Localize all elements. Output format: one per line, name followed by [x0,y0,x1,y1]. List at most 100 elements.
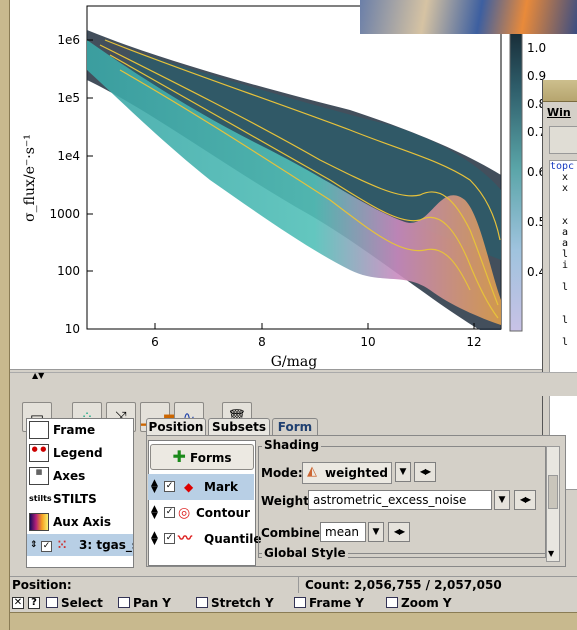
layer-item-tgas[interactable]: ⇕ ✓ ⁙ 3: tgas_s [27,534,133,556]
text-line: l [550,282,569,293]
colorbar [509,5,523,332]
drag-handle-icon[interactable]: ▲ ▼ [151,478,158,495]
chevron-down-icon[interactable]: ▼ [368,522,384,542]
layer-item-stilts[interactable]: stilts STILTS [27,488,133,510]
mode-select-value: weighted [325,466,388,480]
form-visible-checkbox[interactable]: ✓ [164,507,175,518]
drag-handle-icon[interactable]: ⇕ [30,540,38,550]
text-line: topc [550,161,575,172]
desktop-background-image [360,0,577,34]
y-axis-ticks [87,39,93,330]
form-visible-checkbox[interactable]: ✓ [164,533,175,544]
y-tick-label: 1e5 [57,91,80,105]
shading-group [258,446,546,558]
forms-button[interactable]: ✚ Forms [150,444,254,470]
close-icon[interactable]: ✕ [12,597,24,609]
layer-item-axes[interactable]: ▦ Axes [27,465,133,487]
mouse-icon [118,597,130,608]
layer-item-legend[interactable]: ● ● Legend [27,442,133,464]
contour-icon: ◎ [178,505,191,521]
hint-label: Pan Y [133,596,171,610]
layer-visible-checkbox[interactable]: ✓ [41,541,52,552]
combine-prev-next[interactable]: ◀▶ [388,522,410,542]
form-item-mark[interactable]: ▲ ▼ ✓ ◆ Mark [148,474,254,500]
secondary-window-titlebar[interactable] [543,80,577,102]
drag-handle-icon[interactable]: ▲ ▼ [151,504,158,521]
tab-subsets[interactable]: Subsets [208,418,270,436]
split-pane-divider[interactable]: ▲▼ [10,371,577,396]
form-item-label: Mark [204,480,238,494]
y-tick-label: 1e6 [57,33,80,47]
global-style-title: Global Style [262,546,348,560]
mode-prev-next[interactable]: ◀▶ [414,462,436,482]
aux-axis-icon [29,513,49,531]
layer-list[interactable]: Frame ● ● Legend ▦ Axes stilts STILTS Au… [26,418,134,568]
y-tick-label: 1e4 [57,149,80,163]
layer-label: Axes [53,469,86,483]
text-lines: topc x x x a a l i l l l [550,161,577,348]
hint-label: Select [61,596,103,610]
text-line: i [550,260,569,271]
scrollbar-thumb[interactable] [548,475,558,509]
form-item-label: Contour [196,506,251,520]
colorbar-tick-label: 0.4 [527,265,546,279]
forms-button-label: Forms [190,451,232,465]
form-item-quantile[interactable]: ▲ ▼ ✓ 〰 Quantile [148,526,262,552]
chevron-down-icon[interactable]: ▼ [494,490,510,510]
drag-handle-icon[interactable]: ▲ ▼ [151,530,158,547]
text-line [550,293,577,304]
secondary-window-menu[interactable]: Win [547,106,571,119]
hint-label: Stretch Y [211,596,274,610]
mouse-icon [196,597,208,608]
colorbar-tick-labels: 1.0 0.9 0.8 0.7 0.6 0.5 0.4 [527,41,546,279]
density-plot[interactable]: 6 8 10 12 G/mag 1e6 1e5 1e4 1000 100 10 … [10,0,577,370]
x-tick-labels: 6 8 10 12 [151,335,481,349]
plot-panel[interactable]: 6 8 10 12 G/mag 1e6 1e5 1e4 1000 100 10 … [10,0,577,370]
contour-lines [99,39,501,319]
legend-icon: ● ● [29,444,49,462]
scroll-down-icon[interactable]: ▼ [548,549,555,558]
divider-arrows-icon[interactable]: ▲▼ [32,371,45,380]
colorbar-tick-label: 0.8 [527,97,546,111]
mouse-wheel-icon [386,597,398,608]
text-line [550,271,577,282]
secondary-window[interactable]: Win topc x x x a a l i l l l [542,80,577,490]
status-bar: Position: Count: 2,056,755 / 2,057,050 [10,576,577,594]
colorbar-tick-label: 1.0 [527,41,546,55]
form-item-contour[interactable]: ▲ ▼ ✓ ◎ Contour [148,500,254,526]
y-tick-label: 10 [65,322,80,336]
form-scrollbar[interactable]: ▼ [546,446,560,562]
combine-select[interactable]: mean [320,522,366,542]
layer-label: Frame [53,423,96,437]
stilts-icon: stilts [29,490,52,508]
mode-select[interactable]: ◭ weighted [302,462,392,484]
text-line: x [550,183,569,194]
form-visible-checkbox[interactable]: ✓ [164,481,175,492]
window-bottom-border [10,612,577,630]
help-icon[interactable]: ? [28,597,40,609]
weight-field[interactable]: astrometric_excess_noise [308,490,492,510]
tab-form[interactable]: Form [272,418,318,436]
colorbar-tick-label: 0.7 [527,125,546,139]
hint-zoom-y: Zoom Y [386,594,452,612]
layer-item-aux-axis[interactable]: Aux Axis [27,511,133,533]
layer-item-frame[interactable]: Frame [27,419,133,441]
colorbar-tick-label: 0.9 [527,69,546,83]
layer-label: 3: tgas_s [79,538,133,552]
text-line [550,326,577,337]
layer-label: Aux Axis [53,515,112,529]
hint-frame-y: Frame Y [294,594,364,612]
chevron-down-icon[interactable]: ▼ [395,462,411,482]
text-line [550,194,577,205]
weighted-mode-icon: ◭ [307,464,317,479]
window-left-border [0,0,10,630]
text-line: x [550,216,569,227]
weight-prev-next[interactable]: ◀▶ [514,490,536,510]
tab-position[interactable]: Position [146,418,206,436]
mode-label: Mode: [261,466,303,480]
form-item-label: Quantile [204,532,262,546]
x-tick-label: 10 [360,335,375,349]
text-line [550,304,577,315]
y-axis-title: σ_flux/e⁻·s⁻¹ [22,134,38,222]
text-line: l [550,315,569,326]
